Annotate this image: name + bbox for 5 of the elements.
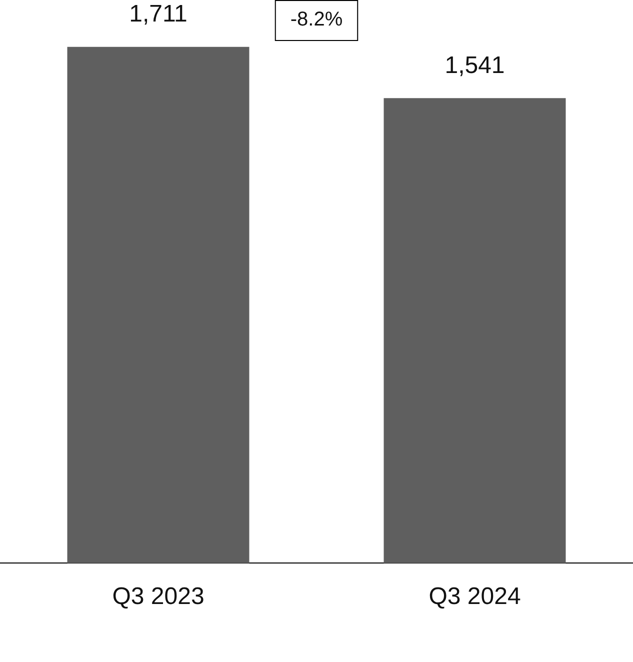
- x-tick-label: Q3 2024: [428, 583, 521, 610]
- text: -8.2%: [290, 8, 343, 31]
- data-label: 1,541: [444, 52, 505, 79]
- x-tick-label: Q3 2023: [112, 583, 204, 610]
- data-label: 1,711: [129, 0, 188, 28]
